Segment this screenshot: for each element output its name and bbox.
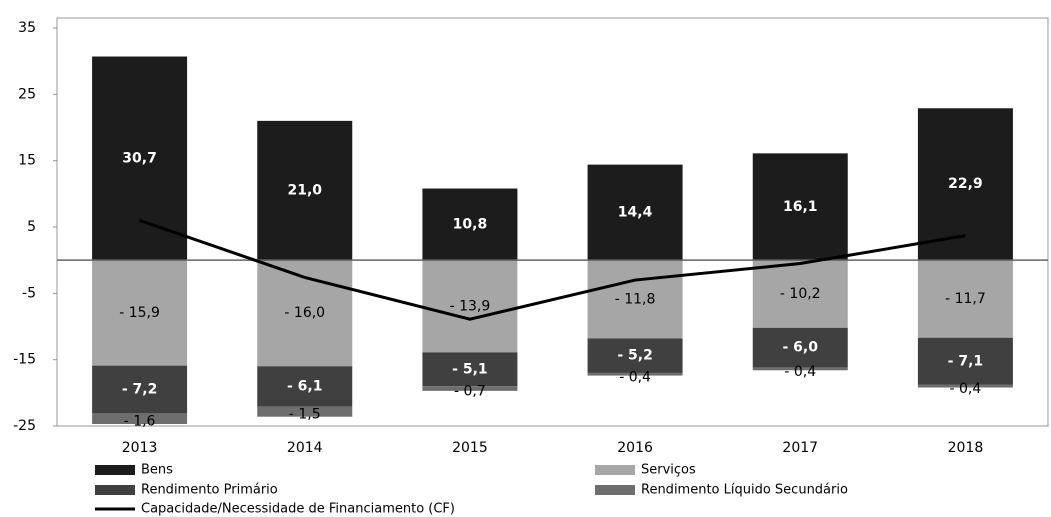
- data-label: - 11,8: [615, 291, 656, 307]
- y-tick-label: -15: [13, 352, 36, 368]
- data-label: 10,8: [453, 216, 488, 232]
- data-label: 21,0: [287, 183, 322, 199]
- data-label: - 0,4: [784, 364, 816, 380]
- bar-segment: [422, 352, 518, 387]
- data-label: - 5,1: [452, 361, 488, 377]
- bar-segment: [587, 372, 683, 376]
- data-label: 22,9: [948, 176, 983, 192]
- bar-segment: [587, 260, 683, 339]
- data-label: - 1,6: [124, 414, 156, 430]
- y-tick-label: 35: [18, 20, 36, 36]
- bar-segment: [587, 338, 683, 373]
- bar-segment: [422, 386, 518, 391]
- plot-frame: [56, 17, 1049, 427]
- bar-segment: [587, 164, 683, 261]
- x-tick-label: 2015: [452, 440, 488, 456]
- legend-label: Capacidade/Necessidade de Financiamento …: [141, 502, 455, 517]
- data-label: 30,7: [122, 150, 157, 166]
- bar-segment: [917, 108, 1013, 261]
- bar-segment: [752, 153, 848, 261]
- y-tick-label: 5: [27, 219, 36, 235]
- data-label: - 7,1: [948, 353, 984, 369]
- data-label: - 0,7: [454, 384, 486, 400]
- bar-segment: [752, 260, 848, 328]
- legend-label: Rendimento Primário: [141, 483, 278, 498]
- y-tick-label: -25: [13, 418, 36, 434]
- bar-segment: [92, 56, 188, 261]
- data-label: 14,4: [618, 204, 653, 220]
- data-label: - 10,2: [780, 286, 821, 302]
- bar-segment: [917, 337, 1013, 385]
- x-tick-label: 2018: [948, 440, 984, 456]
- bar-segment: [917, 384, 1013, 388]
- y-tick-label: 25: [18, 86, 36, 102]
- bar-segment: [92, 413, 188, 425]
- y-tick-label: 15: [18, 153, 36, 169]
- bar-segment: [752, 367, 848, 371]
- bar-segment: [422, 260, 518, 353]
- legend-label: Serviços: [641, 463, 696, 478]
- bar-segment: [917, 260, 1013, 338]
- line-series: [139, 218, 966, 321]
- data-label: - 15,9: [119, 305, 160, 321]
- bar-segment: [257, 406, 353, 417]
- legend-label: Rendimento Líquido Secundário: [641, 483, 848, 498]
- data-label: - 7,2: [122, 382, 158, 398]
- data-label: - 16,0: [284, 305, 325, 321]
- x-tick-label: 2017: [782, 440, 818, 456]
- bar-segment: [752, 327, 848, 368]
- x-tick-label: 2013: [122, 440, 158, 456]
- data-label: - 1,5: [289, 407, 321, 423]
- data-label: - 6,0: [783, 340, 819, 356]
- x-tick-label: 2014: [287, 440, 323, 456]
- legend-label: Bens: [141, 463, 173, 478]
- bar-segment: [92, 365, 188, 414]
- data-label: - 0,4: [619, 369, 651, 385]
- bar-segment: [92, 260, 188, 366]
- x-tick-label: 2016: [617, 440, 653, 456]
- legend-swatch: [595, 485, 635, 495]
- data-label: - 5,2: [617, 348, 653, 364]
- y-tick-label: -5: [22, 285, 36, 301]
- data-label: - 0,4: [950, 381, 982, 397]
- data-label: - 13,9: [450, 298, 491, 314]
- bar-segment: [257, 120, 353, 261]
- data-label: - 6,1: [287, 379, 323, 395]
- legend-swatch: [595, 465, 635, 475]
- bar-segment: [422, 188, 518, 261]
- bar-segment: [257, 366, 353, 407]
- data-label: - 11,7: [945, 291, 986, 307]
- legend-swatch: [95, 485, 135, 495]
- legend-swatch: [95, 465, 135, 475]
- data-label: 16,1: [783, 199, 818, 215]
